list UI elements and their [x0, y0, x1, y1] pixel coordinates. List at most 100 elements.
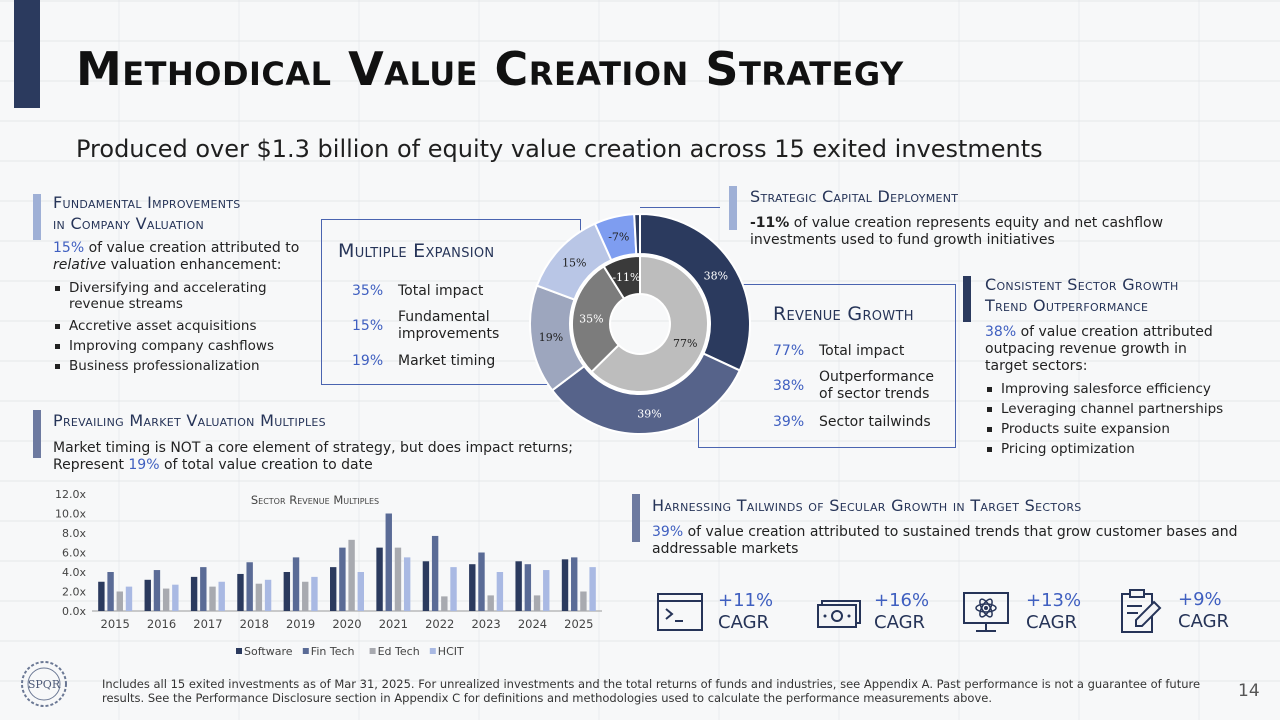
- kv-label: Market timing: [398, 353, 496, 369]
- bar-software: [469, 564, 476, 611]
- list-item: Products suite expansion: [985, 419, 1230, 439]
- x-tick-label: 2015: [101, 617, 130, 631]
- inner-ring-slice: [571, 265, 626, 374]
- multiple-expansion-rows: 35% Total impact 15% Fundamental improveme…: [352, 278, 562, 374]
- clipboard-pen-icon: [1121, 589, 1162, 633]
- bar-fin-tech: [153, 570, 161, 611]
- revenue-growth-rows: 77% Total impact 38% Outperformance of sec…: [773, 339, 953, 435]
- bar-software: [330, 567, 337, 611]
- list-item: Accretive asset acquisitions: [53, 316, 298, 336]
- sector-growth-title-line1: Consistent Sector Growth: [985, 275, 1179, 294]
- bar-hcit: [496, 572, 504, 611]
- list-item: Leveraging channel partnerships: [985, 399, 1230, 419]
- connector-line: [640, 207, 720, 208]
- x-tick-label: 2017: [193, 617, 222, 631]
- kv-pct: 77%: [773, 343, 805, 359]
- sector-growth-text: 38% of value creation attributed outpaci…: [985, 324, 1230, 375]
- cagr-item: +13% CAGR: [962, 590, 1081, 634]
- market-valuation-title: Prevailing Market Valuation Multiples: [53, 411, 326, 430]
- kv-label: Sector tailwinds: [819, 414, 931, 430]
- bar-hcit: [172, 584, 179, 611]
- x-tick-label: 2019: [286, 617, 315, 631]
- monitor-atom-icon: [963, 592, 1009, 632]
- bar-hcit: [543, 570, 550, 611]
- cagr-value: +16%: [874, 590, 930, 611]
- kv-label: Total impact: [819, 343, 905, 359]
- page-number: 14: [1238, 681, 1260, 701]
- bar-ed-tech: [348, 539, 355, 611]
- y-tick-label: 2.0x: [62, 586, 86, 599]
- legend-swatch: [236, 648, 242, 654]
- bar-hcit: [218, 581, 225, 611]
- list-item: Pricing optimization: [985, 439, 1230, 459]
- fundamental-text-part1: of value creation attributed to: [84, 240, 300, 256]
- tailwinds-pct: 39%: [652, 524, 684, 540]
- bar-hcit: [311, 576, 318, 611]
- cagr-label: CAGR: [1178, 611, 1230, 632]
- kv-pct: 38%: [773, 378, 805, 394]
- bar-ed-tech: [580, 591, 587, 611]
- section-accent-bar: [963, 276, 971, 322]
- y-tick-label: 0.0x: [62, 605, 86, 618]
- logo-text: SPQR: [28, 678, 61, 691]
- multiple-expansion-title: Multiple Expansion: [338, 240, 495, 262]
- bar-ed-tech: [116, 591, 123, 611]
- cash-icon: [817, 600, 861, 628]
- bar-fin-tech: [339, 547, 346, 611]
- list-item: Improving salesforce efficiency: [985, 379, 1230, 399]
- x-tick-label: 2021: [379, 617, 408, 631]
- outer-ring-label: 39%: [637, 407, 661, 420]
- x-tick-label: 2025: [564, 617, 593, 631]
- x-tick-label: 2018: [240, 617, 269, 631]
- kv-row: 77% Total impact: [773, 339, 953, 363]
- list-item: Diversifying and accelerating revenue st…: [53, 278, 298, 312]
- sector-growth-title-line2: Trend Outperformance: [985, 296, 1149, 315]
- strategic-text-body: of value creation represents equity and …: [750, 215, 1164, 248]
- bar-software: [190, 576, 198, 611]
- sector-growth-pct: 38%: [985, 324, 1017, 340]
- bar-fin-tech: [292, 557, 300, 611]
- market-valuation-text: Market timing is NOT a core element of s…: [53, 440, 593, 474]
- kv-pct: 35%: [352, 283, 384, 299]
- list-item: Improving company cashflows: [53, 336, 298, 356]
- legend-label: Software: [244, 645, 293, 658]
- bar-ed-tech: [441, 596, 448, 611]
- kv-pct: 39%: [773, 414, 805, 430]
- kv-row: 19% Market timing: [352, 348, 562, 374]
- bar-fin-tech: [431, 535, 439, 611]
- bar-software: [144, 579, 151, 611]
- fundamental-title-line2: in Company Valuation: [53, 214, 204, 233]
- cagr-value: +11%: [718, 590, 774, 611]
- bar-software: [561, 559, 569, 611]
- inner-ring-label: -11%: [612, 271, 640, 284]
- cagr-label: CAGR: [1026, 612, 1078, 633]
- y-tick-label: 12.0x: [55, 488, 86, 501]
- outer-ring-label: -7%: [608, 231, 629, 244]
- legend-label: Fin Tech: [311, 645, 355, 658]
- inner-ring-slice: [590, 254, 709, 393]
- list-item: Business professionalization: [53, 356, 298, 376]
- cagr-value: +9%: [1178, 589, 1222, 610]
- tailwinds-text-body: of value creation attributed to sustaine…: [652, 524, 1238, 557]
- legend-label: Ed Tech: [378, 645, 420, 658]
- bar-ed-tech: [487, 595, 494, 611]
- fundamental-text: 15% of value creation attributed to rela…: [53, 240, 323, 274]
- bar-software: [98, 581, 105, 611]
- bar-fin-tech: [107, 572, 114, 611]
- multiple-expansion-box: Multiple Expansion 35% Total impact 15% Fu…: [321, 219, 581, 385]
- sector-growth-section: Consistent Sector Growth Trend Outperfor…: [985, 274, 1230, 459]
- sector-revenue-multiples-chart: 0.0x 2.0x 4.0x 6.0x 8.0x 10.0x 12.0x Sector Rev…: [55, 488, 602, 658]
- sector-growth-text-body: of value creation attributed outpacing r…: [985, 324, 1213, 374]
- inner-ring-label: 35%: [579, 312, 603, 325]
- kv-row: 15% Fundamental improvements: [352, 304, 562, 348]
- bar-software: [515, 561, 522, 611]
- bar-fin-tech: [478, 552, 485, 611]
- legend-swatch: [302, 648, 309, 654]
- kv-pct: 19%: [352, 353, 384, 369]
- outer-ring-slice: [550, 352, 742, 435]
- strategic-title: Strategic Capital Deployment: [750, 187, 959, 206]
- sector-growth-bullet-list: Improving salesforce efficiency Leveragi…: [985, 379, 1230, 459]
- section-accent-bar: [33, 410, 41, 458]
- bar-software: [422, 561, 430, 611]
- x-tick-label: 2023: [471, 617, 500, 631]
